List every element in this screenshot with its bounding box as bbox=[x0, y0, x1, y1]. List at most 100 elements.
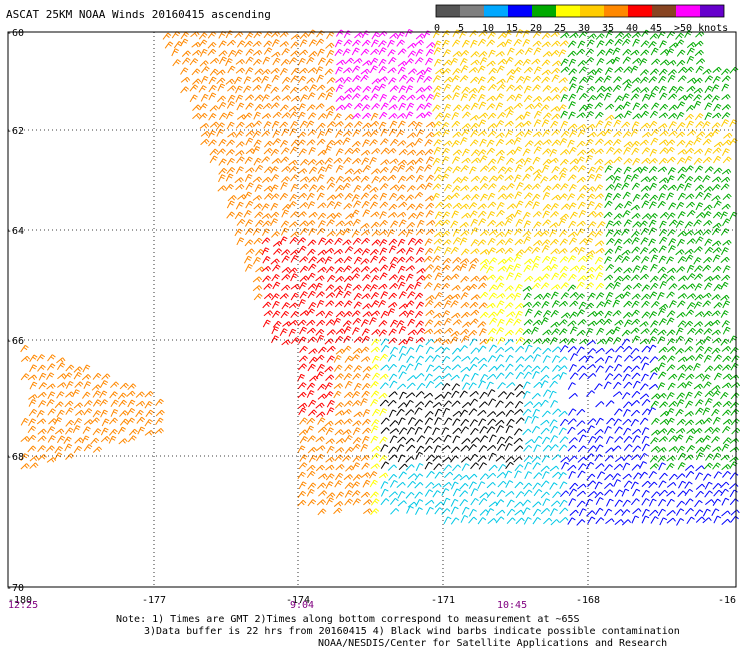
wind-barb bbox=[623, 33, 631, 39]
wind-barb bbox=[568, 194, 575, 201]
wind-barb bbox=[730, 447, 739, 452]
wind-barb bbox=[128, 436, 136, 442]
wind-barb bbox=[307, 249, 315, 255]
wind-barb bbox=[370, 285, 378, 292]
wind-barb bbox=[498, 464, 506, 471]
wind-barb bbox=[480, 312, 488, 318]
wind-barb bbox=[318, 474, 327, 479]
wind-barb bbox=[686, 105, 694, 111]
wind-barb bbox=[379, 393, 387, 399]
wind-barb bbox=[289, 222, 297, 228]
wind-barb bbox=[415, 158, 423, 164]
wind-barb bbox=[434, 239, 442, 244]
wind-barb bbox=[498, 194, 506, 199]
wind-barb bbox=[705, 239, 712, 246]
wind-barb bbox=[570, 292, 578, 298]
wind-barb bbox=[245, 41, 253, 47]
wind-barb bbox=[246, 123, 255, 128]
wind-barb bbox=[434, 338, 443, 343]
wind-barb bbox=[470, 302, 478, 308]
wind-barb bbox=[516, 76, 524, 83]
wind-barb bbox=[696, 66, 704, 73]
wind-barb bbox=[426, 203, 434, 209]
wind-barb bbox=[407, 160, 416, 165]
wind-barb bbox=[335, 374, 343, 380]
wind-barb bbox=[678, 149, 687, 154]
wind-barb bbox=[613, 446, 621, 452]
wind-barb bbox=[622, 183, 629, 190]
wind-barb bbox=[568, 175, 576, 181]
wind-barb bbox=[444, 247, 451, 254]
wind-barb bbox=[712, 85, 719, 92]
wind-barb bbox=[696, 484, 705, 489]
wind-barb bbox=[470, 391, 479, 396]
wind-barb bbox=[30, 456, 39, 461]
wind-barb bbox=[721, 248, 728, 255]
wind-barb bbox=[480, 436, 488, 443]
wind-barb bbox=[577, 347, 585, 354]
wind-barb bbox=[559, 411, 568, 416]
wind-barb bbox=[281, 177, 289, 183]
wind-barb bbox=[705, 247, 713, 253]
wind-barb bbox=[425, 239, 432, 246]
wind-barb bbox=[559, 357, 567, 363]
wind-barb bbox=[712, 311, 721, 316]
wind-barb bbox=[335, 121, 344, 126]
wind-barb bbox=[388, 364, 396, 370]
wind-barb bbox=[318, 418, 325, 425]
wind-barb bbox=[560, 33, 569, 38]
wind-barb bbox=[318, 347, 326, 353]
wind-barb bbox=[345, 435, 353, 442]
wind-barb bbox=[93, 447, 101, 453]
wind-barb bbox=[408, 69, 416, 75]
wind-barb bbox=[327, 220, 335, 227]
wind-barb bbox=[623, 312, 631, 318]
wind-barb bbox=[398, 160, 407, 165]
wind-barb bbox=[678, 231, 686, 237]
wind-barb bbox=[606, 437, 613, 444]
wind-barb bbox=[705, 321, 714, 326]
wind-barb bbox=[577, 421, 585, 427]
wind-barb bbox=[551, 329, 559, 335]
wind-barb bbox=[246, 201, 253, 208]
wind-barb bbox=[542, 472, 549, 479]
wind-barb bbox=[498, 186, 506, 192]
wind-barb bbox=[145, 419, 153, 426]
wind-barb bbox=[541, 375, 549, 381]
wind-barb bbox=[624, 436, 632, 442]
wind-barb bbox=[361, 259, 369, 265]
wind-barb bbox=[335, 480, 343, 487]
wind-barb bbox=[461, 50, 469, 56]
wind-barb bbox=[560, 214, 569, 219]
wind-barb bbox=[244, 210, 251, 217]
wind-barb bbox=[578, 247, 585, 254]
wind-barb bbox=[605, 426, 612, 433]
wind-barb bbox=[335, 49, 343, 56]
wind-barb bbox=[479, 219, 486, 226]
wind-barb bbox=[596, 273, 603, 280]
wind-barb bbox=[667, 157, 675, 163]
wind-barb bbox=[669, 131, 678, 136]
wind-barb bbox=[335, 301, 343, 307]
wind-barb bbox=[534, 67, 541, 74]
wind-barb bbox=[488, 220, 496, 226]
wind-barb bbox=[406, 175, 414, 181]
wind-barb bbox=[722, 204, 731, 209]
wind-barb bbox=[362, 428, 370, 434]
wind-barb bbox=[623, 210, 631, 217]
wind-barb bbox=[345, 58, 353, 64]
wind-barb bbox=[363, 140, 370, 147]
wind-barb bbox=[488, 131, 496, 137]
wind-barb bbox=[291, 274, 298, 281]
wind-barb bbox=[289, 160, 298, 165]
wind-barb bbox=[471, 60, 480, 65]
wind-barb bbox=[389, 455, 397, 461]
wind-barb bbox=[703, 301, 711, 307]
wind-barb bbox=[443, 408, 450, 415]
wind-barb bbox=[712, 437, 720, 443]
wind-barb bbox=[559, 230, 567, 237]
wind-barb bbox=[227, 201, 234, 208]
wind-barb bbox=[399, 428, 407, 435]
wind-barb bbox=[488, 312, 496, 318]
wind-barb bbox=[569, 499, 576, 506]
